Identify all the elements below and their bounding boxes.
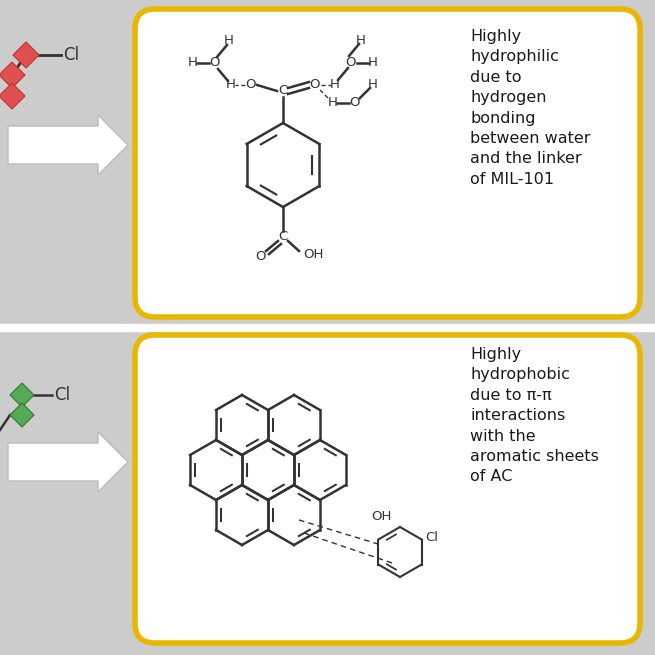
Text: H: H [368,56,378,69]
Polygon shape [13,42,39,68]
Text: Highly
hydrophobic
due to π-π
interactions
with the
aromatic sheets
of AC: Highly hydrophobic due to π-π interactio… [470,347,599,485]
Text: Cl: Cl [426,531,439,544]
Text: H: H [226,79,236,92]
Text: O: O [350,96,360,109]
Text: H: H [330,79,340,92]
Text: OH: OH [303,248,324,261]
Text: H: H [356,33,366,47]
Text: H: H [188,56,198,69]
Text: O: O [310,79,320,92]
Text: C: C [278,231,288,244]
Polygon shape [10,383,34,407]
Text: O: O [255,250,265,263]
Text: O: O [346,56,356,69]
Polygon shape [8,432,128,492]
Text: O: O [210,56,220,69]
FancyBboxPatch shape [135,9,640,317]
Polygon shape [8,115,128,175]
Text: Cl: Cl [63,46,79,64]
Polygon shape [0,62,25,88]
Text: C: C [278,84,288,98]
Text: H: H [328,96,338,109]
Polygon shape [0,83,25,109]
Text: H: H [224,35,234,48]
Text: OH: OH [371,510,392,523]
Text: Highly
hydrophilic
due to
hydrogen
bonding
between water
and the linker
of MIL-1: Highly hydrophilic due to hydrogen bondi… [470,29,591,187]
FancyBboxPatch shape [135,335,640,643]
Text: O: O [246,79,256,92]
Polygon shape [10,403,34,427]
Text: Cl: Cl [54,386,70,404]
Text: H: H [368,79,378,92]
